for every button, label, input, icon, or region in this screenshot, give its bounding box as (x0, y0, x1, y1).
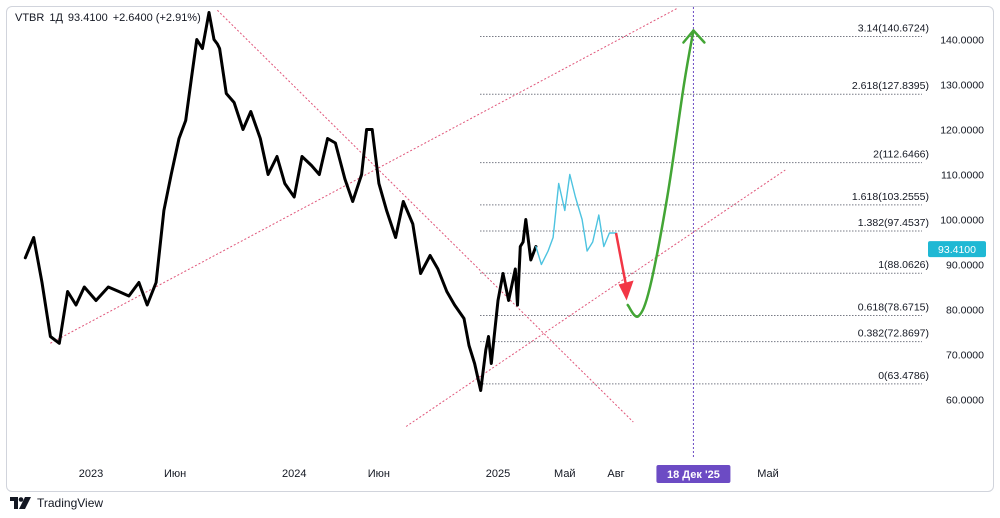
down-arrow-icon (618, 280, 634, 301)
forecast-down-line (614, 232, 628, 289)
fib-level-label: 0.618(78.6715) (858, 301, 929, 313)
fib-level-label: 0.382(72.8697) (858, 328, 929, 340)
fib-level-label: 1(88.0626) (878, 259, 929, 271)
x-tick-label: Авг (607, 468, 624, 480)
y-tick-label: 140.0000 (940, 35, 984, 47)
current-price-badge (928, 241, 986, 258)
y-tick-label: 130.0000 (940, 80, 984, 92)
trend-lines (50, 7, 786, 427)
y-tick-label: 100.0000 (940, 215, 984, 227)
price-series-line (23, 11, 538, 392)
footer: TradingView (10, 494, 103, 512)
chart-frame: VTBR 1Д 93.4100 +2.6400 (+2.91%) 0(63.4786)… (6, 6, 994, 492)
fib-level-label: 1.382(97.4537) (858, 217, 929, 229)
current-price-label: 93.4100 (938, 244, 976, 256)
brand-name[interactable]: TradingView (37, 496, 104, 510)
price-change: +2.6400 (+2.91%) (112, 12, 201, 24)
y-tick-label: 70.0000 (946, 350, 984, 362)
series-layer (23, 11, 706, 392)
price-chart[interactable]: 0(63.4786) 0.382(72.8697) 0.618(78.6715) 1(… (7, 7, 993, 491)
x-tick-label: Июн (368, 468, 390, 480)
y-tick-label: 110.0000 (941, 170, 984, 182)
x-tick-label: 2025 (486, 468, 510, 480)
forecast-up-line (626, 29, 695, 318)
x-tick-label: Май (554, 468, 576, 480)
last-price: 93.4100 (67, 12, 108, 24)
interval-label[interactable]: 1Д (49, 12, 63, 24)
fib-level-label: 2.618(127.8395) (852, 80, 929, 92)
trend-line (217, 9, 634, 423)
up-arrow-icon (682, 29, 706, 44)
tradingview-logo-icon[interactable] (10, 497, 32, 509)
fib-level-label: 2(112.6466) (873, 149, 929, 161)
fib-levels: 0(63.4786) 0.382(72.8697) 0.618(78.6715) 1(… (480, 7, 929, 459)
y-tick-label: 60.0000 (946, 395, 984, 407)
symbol-name[interactable]: VTBR (15, 12, 45, 24)
fib-level-label: 3.14(140.6724) (858, 22, 929, 34)
y-tick-label: 90.0000 (946, 260, 984, 272)
fib-level-label: 1.618(103.2555) (852, 191, 929, 203)
y-tick-label: 120.0000 (940, 125, 984, 137)
trend-line (50, 7, 679, 344)
fib-level-label: 0(63.4786) (878, 370, 929, 382)
date-marker-badge (656, 465, 731, 483)
projection-series-line (535, 173, 617, 266)
y-tick-label: 80.0000 (946, 305, 984, 317)
symbol-header: VTBR 1Д 93.4100 +2.6400 (+2.91%) (15, 12, 206, 24)
x-tick-label: Май (757, 468, 779, 480)
x-tick-label: 2024 (282, 468, 306, 480)
date-marker-label: 18 Дек '25 (667, 469, 720, 481)
trend-line (405, 169, 786, 427)
axis-layer: 60.0000 70.0000 80.0000 90.0000 100.0000 110.… (79, 35, 986, 483)
x-tick-label: Июн (164, 468, 186, 480)
x-tick-label: 2023 (79, 468, 103, 480)
